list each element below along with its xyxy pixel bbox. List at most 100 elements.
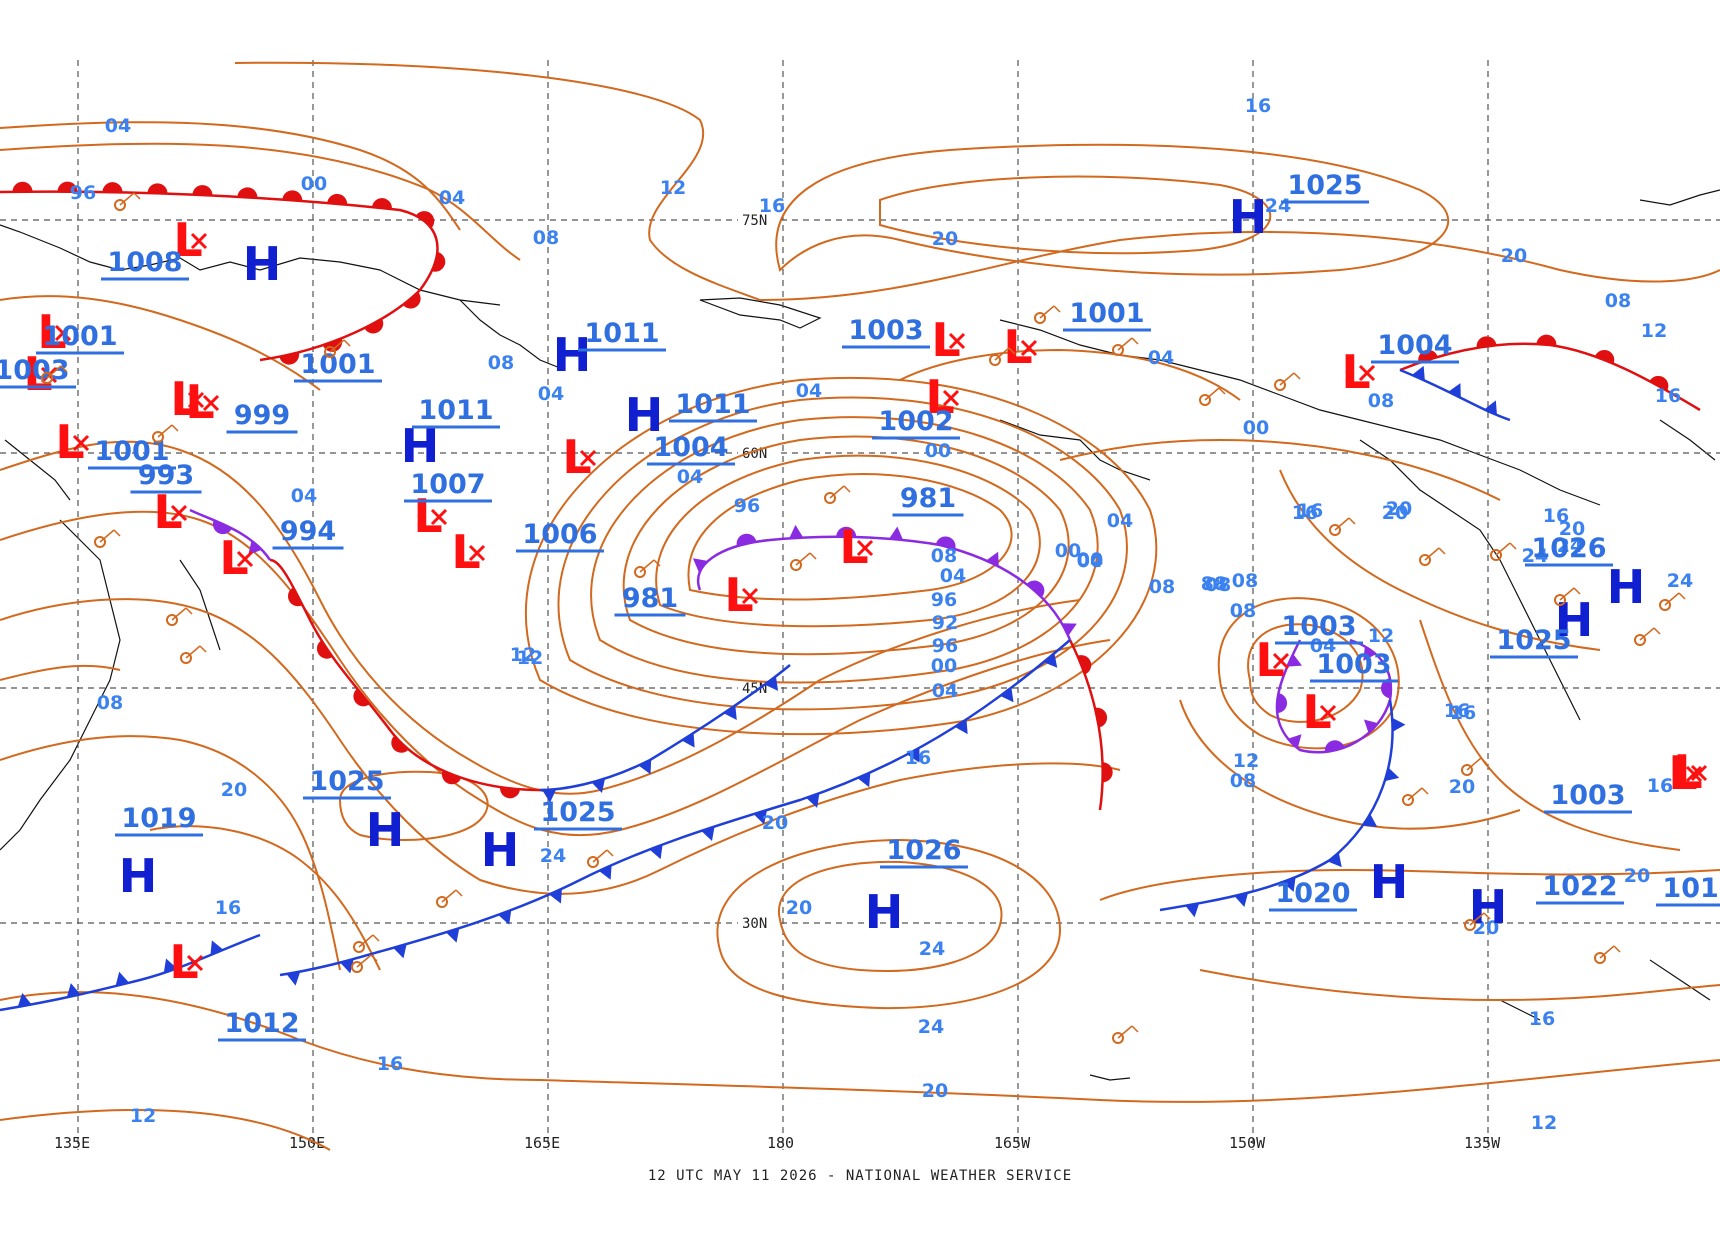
high-pressure-center: H 1020 — [1269, 855, 1409, 912]
isobar-label: 04 — [1148, 347, 1174, 369]
station-marker — [1199, 387, 1226, 406]
isobar-label: 16 — [759, 195, 785, 217]
low-center-cross — [579, 449, 597, 467]
isobar-label: 20 — [786, 897, 812, 919]
isobar-label: 20 — [922, 1080, 948, 1102]
isobar-label: 24 — [919, 938, 945, 960]
isobar-label: 20 — [1473, 917, 1499, 939]
isobar-label: 04 — [932, 680, 958, 702]
cold-front-symbol — [1234, 892, 1249, 908]
station-marker — [1634, 627, 1661, 646]
central-pressure-value: 1026 — [1531, 533, 1606, 564]
warm-front-symbol — [57, 181, 78, 192]
cold-front-symbol — [954, 719, 968, 735]
graticule — [0, 60, 1720, 1150]
low-center-cross — [54, 324, 72, 342]
isobar-label: 04 — [105, 115, 131, 137]
station-marker — [180, 645, 207, 664]
station-marker — [152, 424, 179, 443]
isobar-label: 20 — [221, 779, 247, 801]
warm-front-northeast — [1399, 342, 1701, 412]
isobar-label: 00 — [931, 655, 957, 677]
low-center-cross — [741, 587, 759, 605]
station-marker — [324, 339, 351, 358]
station-marker — [634, 559, 661, 578]
warm-front-symbol — [416, 211, 435, 228]
low-center-cross — [1272, 652, 1290, 670]
central-pressure-value: 1020 — [1275, 878, 1350, 909]
isobar-label: 20 — [1382, 502, 1408, 524]
cold-front-symbol — [498, 910, 512, 925]
isobar-label: 04 — [439, 187, 465, 209]
isobars — [0, 61, 1720, 1151]
isobar-label: 96 — [734, 495, 760, 517]
longitude-label: 150E — [289, 1134, 325, 1152]
high-symbol: H — [1229, 190, 1268, 244]
warm-front-symbol — [102, 182, 123, 193]
low-center-cross — [170, 504, 188, 522]
occluded-front-symbol — [692, 558, 708, 572]
occluded-front-symbol — [889, 526, 904, 541]
isobar-label: 08 — [931, 545, 957, 567]
warm-front-symbol — [1095, 707, 1108, 728]
occluded-front-symbol — [935, 536, 956, 550]
warm-front-symbol — [316, 640, 333, 659]
cold-front-symbol — [1392, 717, 1406, 732]
isobar-label: 20 — [762, 812, 788, 834]
central-pressure-value: 999 — [234, 400, 290, 431]
isobar-label: 00 — [1243, 417, 1269, 439]
isobar-label: 96 — [931, 589, 957, 611]
isobar-label: 04 — [796, 380, 822, 402]
cold-front-symbol — [1362, 813, 1378, 827]
cold-front-symbol — [591, 778, 606, 794]
warm-front-symbol — [1594, 350, 1615, 364]
cold-front-symbol — [857, 772, 871, 788]
warm-front-symbol — [371, 198, 392, 210]
central-pressure-value: 993 — [138, 460, 194, 491]
station-marker — [1402, 787, 1429, 806]
high-symbol: H — [1370, 855, 1409, 909]
isobar-label: 12 — [510, 644, 536, 666]
isobar-label: 00 — [925, 440, 951, 462]
low-center-cross — [186, 954, 204, 972]
station-marker — [1034, 305, 1061, 324]
cold-front-symbol — [907, 747, 920, 763]
warm-front-symbol — [288, 587, 303, 607]
low-pressure-center: L 1004 — [562, 430, 735, 484]
central-pressure-value: 981 — [622, 583, 678, 614]
low-center-cross — [190, 232, 208, 250]
isobar-label: 96 — [932, 635, 958, 657]
occluded-front-symbol — [1276, 693, 1288, 714]
warm-front-symbol — [364, 318, 384, 334]
station-marker — [114, 192, 141, 211]
isobar-label: 24 — [1667, 570, 1693, 592]
warm-front-symbol — [1476, 336, 1497, 348]
isobar-label: 24 — [1522, 545, 1548, 567]
isobar-label: 16 — [905, 747, 931, 769]
cold-front-symbol — [649, 844, 663, 860]
central-pressure-value: 1003 — [1550, 780, 1625, 811]
warm-front-symbol — [282, 190, 303, 202]
station-marker — [989, 347, 1016, 366]
high-symbol: H — [865, 885, 904, 939]
longitude-label: 180 — [767, 1134, 794, 1152]
warm-front-symbol — [237, 187, 258, 198]
cold-front-symbol — [115, 971, 130, 987]
warm-front-symbol — [1536, 334, 1557, 346]
station-marker — [824, 485, 851, 504]
cold-front-east — [1159, 699, 1394, 912]
isobar-label: 16 — [1450, 702, 1476, 724]
occluded-front-symbol — [1026, 580, 1045, 598]
isobar-label: 12 — [517, 647, 543, 669]
low-center-cross — [1020, 339, 1038, 357]
isobar-label: 20 — [1559, 518, 1585, 540]
